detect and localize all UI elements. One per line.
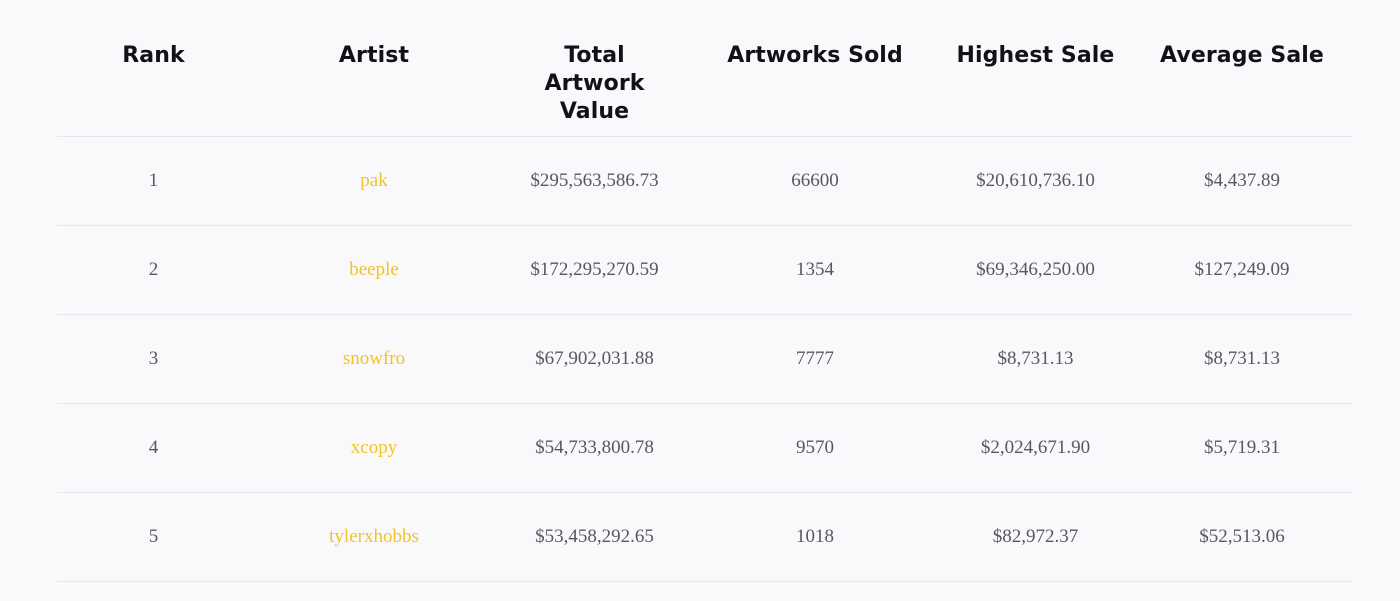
header-highest-sale: Highest Sale [956,43,1115,68]
header-average-sale: Average Sale [1160,43,1324,68]
artist-link[interactable]: xcopy [350,437,398,458]
highest-sale-cell: $69,346,250.00 [976,259,1095,280]
table-row: 4 xcopy $54,733,800.78 9570 $2,024,671.9… [57,404,1352,493]
table-row: 3 snowfro $67,902,031.88 7777 $8,731.13 … [57,315,1352,404]
header-artworks-sold: Artworks Sold [727,43,903,68]
average-sale-cell: $127,249.09 [1194,259,1290,280]
average-sale-cell: $4,437.89 [1204,170,1280,191]
average-sale-cell: $52,513.06 [1199,526,1285,547]
rank-cell: 4 [148,437,159,458]
artist-link[interactable]: beeple [349,259,399,280]
rank-cell: 1 [148,170,159,191]
artist-link[interactable]: tylerxhobbs [329,526,419,547]
highest-sale-cell: $2,024,671.90 [980,437,1091,458]
table-header-row: Rank Artist Total Artwork Value Artworks… [57,0,1352,137]
total-value-cell: $172,295,270.59 [530,259,659,280]
artworks-sold-cell: 66600 [791,170,839,191]
rank-cell: 3 [148,348,159,369]
table-row: 2 beeple $172,295,270.59 1354 $69,346,25… [57,226,1352,315]
total-value-cell: $67,902,031.88 [535,348,654,369]
highest-sale-cell: $20,610,736.10 [976,170,1095,191]
total-value-cell: $54,733,800.78 [535,437,654,458]
artworks-sold-cell: 9570 [796,437,834,458]
artworks-sold-cell: 1018 [796,526,834,547]
highest-sale-cell: $8,731.13 [997,348,1074,369]
artworks-sold-cell: 1354 [796,259,834,280]
artist-ranking-table: Rank Artist Total Artwork Value Artworks… [57,0,1352,582]
total-value-cell: $295,563,586.73 [530,170,659,191]
artworks-sold-cell: 7777 [796,348,834,369]
header-total-artwork-value: Total Artwork Value [544,43,645,124]
artist-link[interactable]: pak [360,170,388,191]
table-row: 5 tylerxhobbs $53,458,292.65 1018 $82,97… [57,493,1352,582]
highest-sale-cell: $82,972.37 [992,526,1079,547]
rank-cell: 2 [148,259,159,280]
average-sale-cell: $5,719.31 [1204,437,1280,458]
artist-link[interactable]: snowfro [342,348,406,369]
header-rank: Rank [122,43,185,68]
total-value-cell: $53,458,292.65 [535,526,654,547]
table-row: 1 pak $295,563,586.73 66600 $20,610,736.… [57,137,1352,226]
rank-cell: 5 [148,526,159,547]
average-sale-cell: $8,731.13 [1204,348,1280,369]
header-artist: Artist [338,43,410,68]
